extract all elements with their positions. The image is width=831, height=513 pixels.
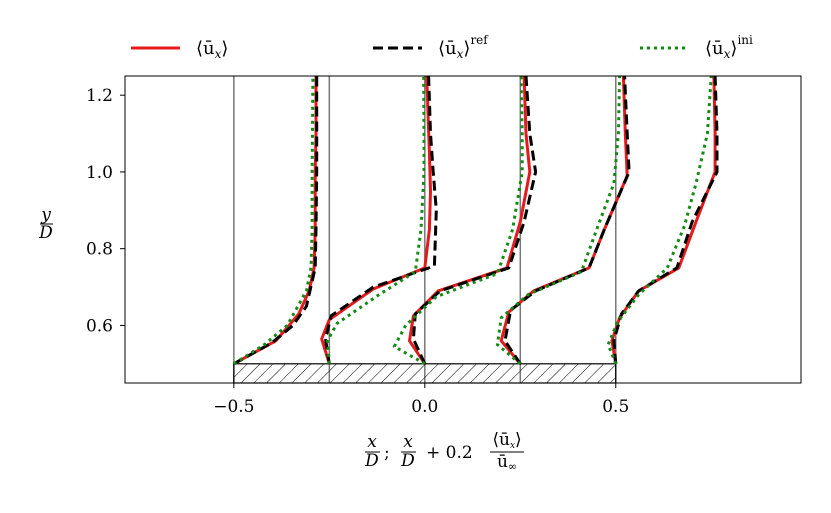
profile-4-ini-line — [606, 76, 713, 365]
y-tick-label: 0.6 — [86, 316, 113, 336]
y-tick-label: 1.0 — [86, 163, 113, 183]
profile-0-ref-line — [233, 76, 319, 366]
profile-1-ini-line — [325, 76, 426, 364]
profile-series — [233, 76, 719, 366]
x-axis-label-frac3-den: ū∞ — [497, 452, 517, 473]
profile-3-ref-line — [503, 76, 631, 365]
legend-label-ref: ⟨ūx⟩ref — [438, 33, 489, 61]
profile-2-ref-line — [411, 76, 538, 365]
profile-1-ref-line — [324, 76, 438, 365]
legend-label-ini: ⟨ūx⟩ini — [705, 33, 753, 61]
legend-entry-ini: ⟨ūx⟩ini — [640, 33, 753, 61]
y-axis-label: y D — [38, 205, 53, 243]
x-axis-label-frac1-num: x — [367, 432, 377, 452]
profile-0-ini-line — [233, 76, 315, 366]
y-axis-label-den: D — [38, 223, 53, 243]
y-tick-label: 1.2 — [86, 86, 113, 106]
profile-0-mean-line — [233, 76, 318, 366]
profile-3-mean-line — [499, 76, 629, 365]
profile-3-ini-line — [495, 76, 622, 365]
x-axis-label-separator: ; — [384, 443, 390, 463]
y-axis-label-num: y — [40, 205, 51, 225]
legend: ⟨ūx⟩ ⟨ūx⟩ref ⟨ūx⟩ini — [131, 33, 753, 61]
x-axis-ticks: −0.5 0.0 0.5 — [213, 383, 629, 417]
x-axis-label-frac2-den: D — [400, 451, 415, 471]
x-tick-label: 0.5 — [602, 397, 629, 417]
profile-4-mean-line — [610, 76, 717, 365]
profile-4-ref-line — [612, 76, 719, 364]
x-axis-label-frac2-num: x — [403, 432, 413, 452]
legend-label-mean: ⟨ūx⟩ — [196, 38, 228, 61]
x-axis-label-plus-coef: + 0.2 — [426, 443, 473, 463]
y-axis-ticks: 0.6 0.8 1.0 1.2 — [86, 86, 125, 336]
plot-frame — [124, 75, 802, 384]
station-lines — [233, 76, 617, 383]
x-tick-label: −0.5 — [213, 397, 254, 417]
body-hatched-rect — [233, 363, 617, 384]
x-axis-label-frac1-den: D — [364, 451, 379, 471]
x-axis-label: x D ; x D + 0.2 ⟨ūx⟩ ū∞ — [364, 430, 524, 473]
profile-2-ini-line — [392, 76, 524, 366]
legend-entry-mean: ⟨ūx⟩ — [131, 38, 228, 61]
x-tick-label: 0.0 — [411, 397, 438, 417]
legend-entry-ref: ⟨ūx⟩ref — [373, 33, 489, 61]
x-axis-label-frac3-num: ⟨ūx⟩ — [492, 430, 521, 451]
y-tick-label: 0.8 — [86, 240, 113, 260]
